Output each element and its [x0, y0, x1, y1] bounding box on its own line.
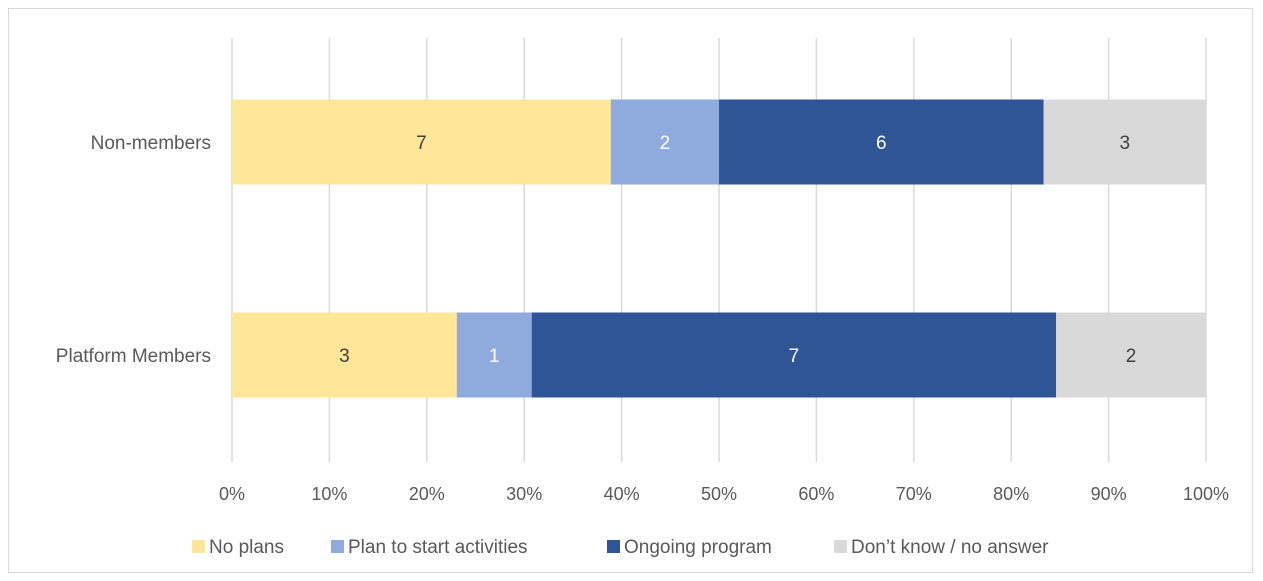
data-label: 1 [489, 346, 500, 367]
legend-label: Don’t know / no answer [851, 537, 1049, 558]
legend-label: Plan to start activities [348, 537, 528, 558]
legend-label: Ongoing program [624, 537, 772, 558]
category-labels: Non-members Platform Members [56, 133, 211, 367]
data-label: 2 [1126, 346, 1137, 367]
data-labels: 7 2 6 3 3 1 7 2 [339, 133, 1136, 367]
x-tick-label: 30% [506, 484, 542, 504]
bars [232, 99, 1206, 398]
chart-frame [8, 8, 1253, 573]
legend-swatch [192, 540, 205, 553]
category-label: Non-members [91, 133, 211, 154]
x-tick-label: 0% [219, 484, 245, 504]
category-label: Platform Members [56, 346, 211, 367]
data-label: 3 [1120, 133, 1131, 154]
x-tick-label: 80% [993, 484, 1029, 504]
x-tick-label: 40% [604, 484, 640, 504]
legend-swatch [331, 540, 344, 553]
bar-segment [232, 312, 457, 398]
legend-swatch [834, 540, 847, 553]
legend-label: No plans [209, 537, 284, 558]
x-tick-label: 20% [409, 484, 445, 504]
bar-segment [531, 312, 1057, 398]
data-label: 7 [789, 346, 800, 367]
bar-segment [232, 99, 611, 185]
x-tick-label: 90% [1091, 484, 1127, 504]
data-label: 3 [339, 346, 350, 367]
x-tick-label: 60% [798, 484, 834, 504]
data-label: 6 [876, 133, 887, 154]
bar-segment [1056, 312, 1206, 398]
x-tick-labels: 0% 10% 20% 30% 40% 50% 60% 70% 80% 90% 100% [219, 484, 1229, 504]
legend-swatch [607, 540, 620, 553]
bar-segment [1043, 99, 1206, 185]
x-tick-label: 10% [311, 484, 347, 504]
x-tick-label: 100% [1183, 484, 1229, 504]
bar-segment [719, 99, 1044, 185]
bar-segment [610, 99, 719, 185]
x-tick-label: 70% [896, 484, 932, 504]
data-label: 7 [416, 133, 427, 154]
x-tick-label: 50% [701, 484, 737, 504]
data-label: 2 [660, 133, 671, 154]
legend: No plans Plan to start activities Ongoing … [192, 537, 1049, 558]
bar-segment [456, 312, 532, 398]
